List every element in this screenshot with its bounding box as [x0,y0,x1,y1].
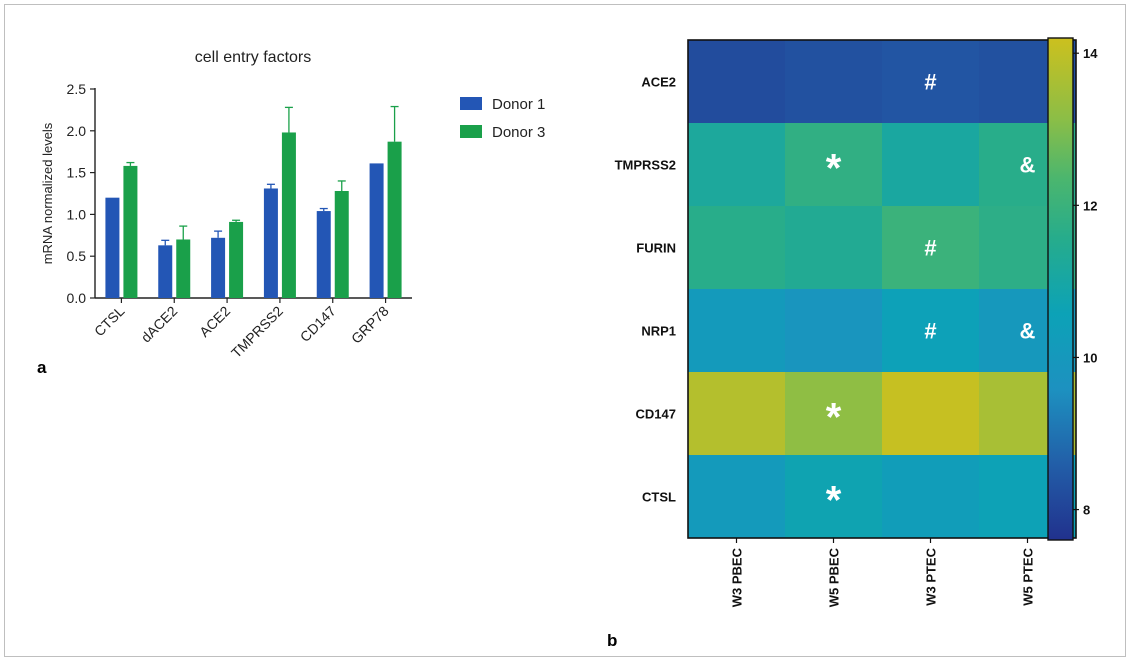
bar [263,188,278,298]
heatmap-cell [688,123,786,207]
y-tick-label: 2.5 [67,81,87,97]
bar [369,163,384,298]
bar [105,197,120,298]
significance-marker: # [924,319,936,344]
heatmap-cell [882,206,980,290]
heatmap-cell [882,40,980,124]
bar [334,190,349,298]
legend-swatch [460,125,482,138]
significance-marker: & [1020,319,1036,344]
heatmap-cell [882,289,980,373]
heatmap-cell [785,123,883,207]
chart-title: cell entry factors [195,49,311,66]
bar [176,239,191,298]
bar [229,221,244,298]
colorbar-tick-label: 14 [1083,46,1098,61]
row-label: CD147 [636,407,676,422]
heatmap-cell [688,289,786,373]
y-tick-label: 1.5 [67,165,87,181]
y-tick-label: 0.5 [67,248,87,264]
bar [158,245,173,298]
heatmap-cell [688,455,786,539]
significance-marker: * [826,396,842,440]
colorbar-tick-label: 8 [1083,503,1090,518]
heatmap-cell [688,372,786,456]
bar-chart: cell entry factors 0.0 0.5 1.0 1.5 2.0 2.5 mRNA… [40,49,545,361]
heatmap-cell [688,206,786,290]
heatmap-cell [785,289,883,373]
heatmap-cell [785,372,883,456]
heatmap-cell [882,455,980,539]
legend-label: Donor 1 [492,96,545,113]
row-label: ACE2 [641,75,676,90]
bar [123,165,138,298]
bar [281,132,296,298]
y-tick-label: 1.0 [67,206,87,222]
colorbar-tick-label: 10 [1083,350,1097,365]
significance-marker: * [826,479,842,523]
row-label: CTSL [642,490,676,505]
legend-label: Donor 3 [492,124,545,141]
panel-a-label: a [37,358,47,377]
legend-swatch [460,97,482,110]
significance-marker: # [924,236,936,261]
figure-frame [4,4,1126,657]
y-axis-label: mRNA normalized levels [40,122,55,264]
heatmap-border [687,39,1077,539]
heatmap-cell [785,40,883,124]
colorbar-tick-label: 12 [1083,198,1097,213]
significance-marker: & [1020,153,1036,178]
column-label: W5 PTEC [1021,547,1036,605]
bar [211,237,226,298]
y-tick-label: 0.0 [67,290,87,306]
heatmap-cell [882,372,980,456]
colorbar [1047,37,1074,541]
heatmap-cell [882,123,980,207]
bar [316,211,331,298]
row-label: TMPRSS2 [615,158,676,173]
significance-marker: # [924,70,936,95]
row-label: NRP1 [641,324,676,339]
heatmap-cell [785,206,883,290]
significance-marker: * [826,147,842,191]
column-label: W3 PBEC [730,547,745,607]
heatmap-cell [785,455,883,539]
column-label: W3 PTEC [924,547,939,605]
heatmap-cell [688,40,786,124]
y-tick-label: 2.0 [67,123,87,139]
bar [387,141,402,298]
panel-b-label: b [607,631,618,650]
column-label: W5 PBEC [827,547,842,607]
row-label: FURIN [636,241,676,256]
